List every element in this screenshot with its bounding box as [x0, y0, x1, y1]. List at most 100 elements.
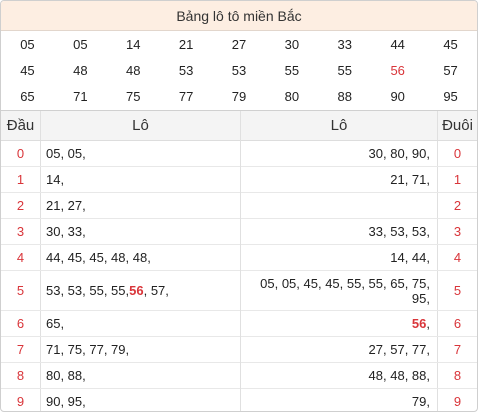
lo-values-text: 44, 45, 45, 48, 48,: [46, 250, 151, 265]
lo-values-text: 30, 33,: [46, 224, 86, 239]
tail-lo-values: 14, 44,: [241, 245, 437, 270]
lo-values-text: 05, 05, 45, 45, 55, 55, 65, 75, 95,: [260, 275, 430, 306]
head-row: 9 90, 95,: [1, 389, 240, 411]
tail-row: 56, 6: [241, 311, 477, 337]
tail-digit: 1: [437, 167, 477, 192]
tail-digit: 9: [437, 389, 477, 411]
lo-values-text: 30, 80, 90,: [368, 146, 430, 161]
number-cell: 57: [443, 62, 458, 78]
number-cell: 80: [284, 88, 300, 104]
head-lo-values: 90, 95,: [41, 389, 240, 411]
head-lo-values: 80, 88,: [41, 363, 240, 388]
head-digit: 8: [1, 363, 41, 388]
number-cell: 45: [20, 62, 35, 78]
tail-digit: 0: [437, 141, 477, 166]
tail-table-header: Lô Đuôi: [241, 111, 477, 141]
tail-row: 30, 80, 90, 0: [241, 141, 477, 167]
numbers-grid-row: 05 05 14 21 27 30 33 44 45: [1, 31, 477, 57]
number-cell: 65: [20, 88, 35, 104]
lo-values-text: 48, 48, 88,: [368, 368, 430, 383]
numbers-grid-row: 65 71 75 77 79 80 88 90 95: [1, 83, 477, 109]
head-lo-values: 71, 75, 77, 79,: [41, 337, 240, 362]
head-digit: 2: [1, 193, 41, 218]
number-cell: 05: [20, 36, 35, 52]
head-row: 3 30, 33,: [1, 219, 240, 245]
head-lo-values: 53, 53, 55, 55, 56, 57,: [41, 271, 240, 310]
head-row: 1 14,: [1, 167, 240, 193]
tail-digit: 3: [437, 219, 477, 244]
head-lo-values: 21, 27,: [41, 193, 240, 218]
tail-lo-values: 79,: [241, 389, 437, 411]
tail-lo-text: 30, 80, 90,: [369, 146, 430, 161]
head-lo-values: 44, 45, 45, 48, 48,: [41, 245, 240, 270]
head-row: 5 53, 53, 55, 55, 56, 57,: [1, 271, 240, 311]
number-cell: 48: [73, 62, 88, 78]
tail-row: 14, 44, 4: [241, 245, 477, 271]
lo-values-text: 14, 44,: [390, 250, 430, 265]
head-digit: 7: [1, 337, 41, 362]
lo-values-text: 79,: [411, 394, 430, 409]
lo-values-text: 90, 95,: [46, 394, 86, 409]
lo-values-text: 14,: [46, 172, 65, 187]
tail-digit: 2: [437, 193, 477, 218]
head-tail-tables: Đầu Lô 0 05, 05, 1 14, 2 21, 27, 3 30, 33, 4 44, …: [1, 110, 477, 411]
head-row: 2 21, 27,: [1, 193, 240, 219]
lo-values-text: ,: [426, 316, 430, 331]
head-table-header: Đầu Lô: [1, 111, 240, 141]
number-cell: 53: [231, 62, 247, 78]
tail-lo-text: 33, 53, 53,: [369, 224, 430, 239]
head-lo-values: 14,: [41, 167, 240, 192]
head-lo-values: 30, 33,: [41, 219, 240, 244]
tail-lo-text: 56,: [412, 316, 430, 331]
lo-column-label: Lô: [132, 117, 149, 134]
tail-lo-values: 21, 71,: [241, 167, 437, 192]
number-cell: 56: [390, 62, 405, 78]
tail-digit: 8: [437, 363, 477, 388]
tail-lo-values: 27, 57, 77,: [241, 337, 437, 362]
head-digit: 5: [1, 271, 41, 310]
tail-lo-values: 30, 80, 90,: [241, 141, 437, 166]
lo-values-text: 27, 57, 77,: [368, 342, 430, 357]
lo-values-text: 21, 27,: [46, 198, 86, 213]
tail-lo-text: 27, 57, 77,: [369, 342, 430, 357]
numbers-grid: 05 05 14 21 27 30 33 44 45 45 48 48 53 53 55 55 56 57 65 71…: [1, 31, 477, 109]
tail-lo-text: 05, 05, 45, 45, 55, 55, 65, 75, 95,: [241, 276, 430, 306]
tail-lo-text: 79,: [412, 394, 430, 409]
number-cell: 48: [125, 62, 141, 78]
lo-column-label: Lô: [330, 117, 348, 134]
tail-row: 21, 71, 1: [241, 167, 477, 193]
head-column-label: Đầu: [1, 111, 41, 140]
lo-values-text: 53, 53, 55, 55,: [46, 283, 130, 298]
head-lo-values: 65,: [41, 311, 240, 336]
table-title: Bảng lô tô miền Bắc: [1, 1, 477, 31]
head-digit: 1: [1, 167, 41, 192]
number-cell: 05: [73, 36, 88, 52]
head-table: Đầu Lô 0 05, 05, 1 14, 2 21, 27, 3 30, 33, 4 44, …: [1, 111, 240, 411]
head-digit: 6: [1, 311, 41, 336]
tail-table: Lô Đuôi 30, 80, 90, 0 21, 71, 1 2 33, 53, 53,…: [240, 111, 477, 411]
number-cell: 14: [125, 36, 141, 52]
tail-row: 2: [241, 193, 477, 219]
tail-row: 79, 9: [241, 389, 477, 411]
lo-values-text: 05, 05,: [46, 146, 86, 161]
head-row: 4 44, 45, 45, 48, 48,: [1, 245, 240, 271]
lo-values-text: 21, 71,: [390, 172, 430, 187]
head-lo-values: 05, 05,: [41, 141, 240, 166]
tail-column-label: Đuôi: [437, 111, 477, 140]
number-cell: 79: [231, 88, 247, 104]
head-row: 6 65,: [1, 311, 240, 337]
highlighted-lo-number: 56: [129, 283, 144, 298]
tail-digit: 5: [437, 271, 477, 310]
lo-values-text: 71, 75, 77, 79,: [46, 342, 130, 357]
number-cell: 77: [178, 88, 194, 104]
number-cell: 44: [390, 36, 405, 52]
head-digit: 9: [1, 389, 41, 411]
number-cell: 30: [284, 36, 300, 52]
number-cell: 88: [337, 88, 353, 104]
tail-lo-text: 21, 71,: [390, 172, 430, 187]
head-row: 8 80, 88,: [1, 363, 240, 389]
highlighted-lo-number: 56: [411, 316, 427, 331]
tail-lo-values: 33, 53, 53,: [241, 219, 437, 244]
lo-values-text: 33, 53, 53,: [368, 224, 430, 239]
number-cell: 53: [178, 62, 194, 78]
